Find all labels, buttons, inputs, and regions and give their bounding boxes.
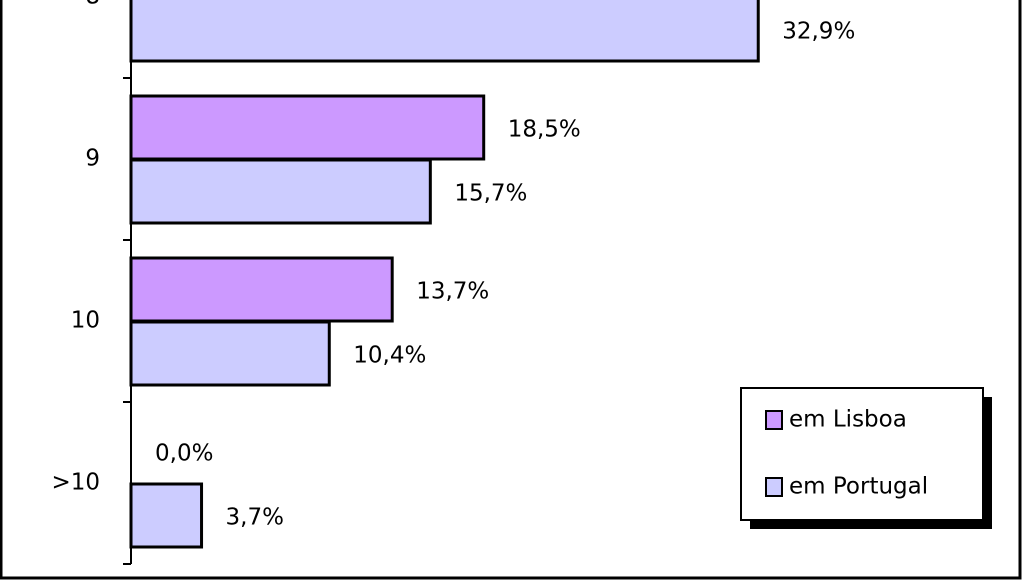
data-label: 15,7% — [454, 181, 527, 207]
data-label: 3,7% — [226, 505, 284, 531]
bar — [129, 0, 760, 63]
legend-label: em Lisboa — [789, 407, 907, 433]
bar — [129, 482, 204, 549]
data-label: 13,7% — [416, 279, 489, 305]
data-label: 18,5% — [508, 117, 581, 143]
legend-swatch — [765, 477, 783, 497]
data-label: 0,0% — [155, 441, 213, 467]
legend-label: em Portugal — [789, 474, 928, 500]
bar — [129, 158, 432, 225]
y-tick-label: 8 — [85, 0, 100, 10]
data-label: 10,4% — [353, 343, 426, 369]
y-tick-label: 10 — [71, 308, 100, 334]
legend-swatch — [765, 410, 783, 430]
y-tick-label: >10 — [51, 470, 100, 496]
bar — [129, 256, 394, 323]
bar — [129, 320, 331, 387]
y-tick-label: 9 — [85, 146, 100, 172]
data-label: 32,9% — [782, 19, 855, 45]
bar — [129, 94, 486, 161]
